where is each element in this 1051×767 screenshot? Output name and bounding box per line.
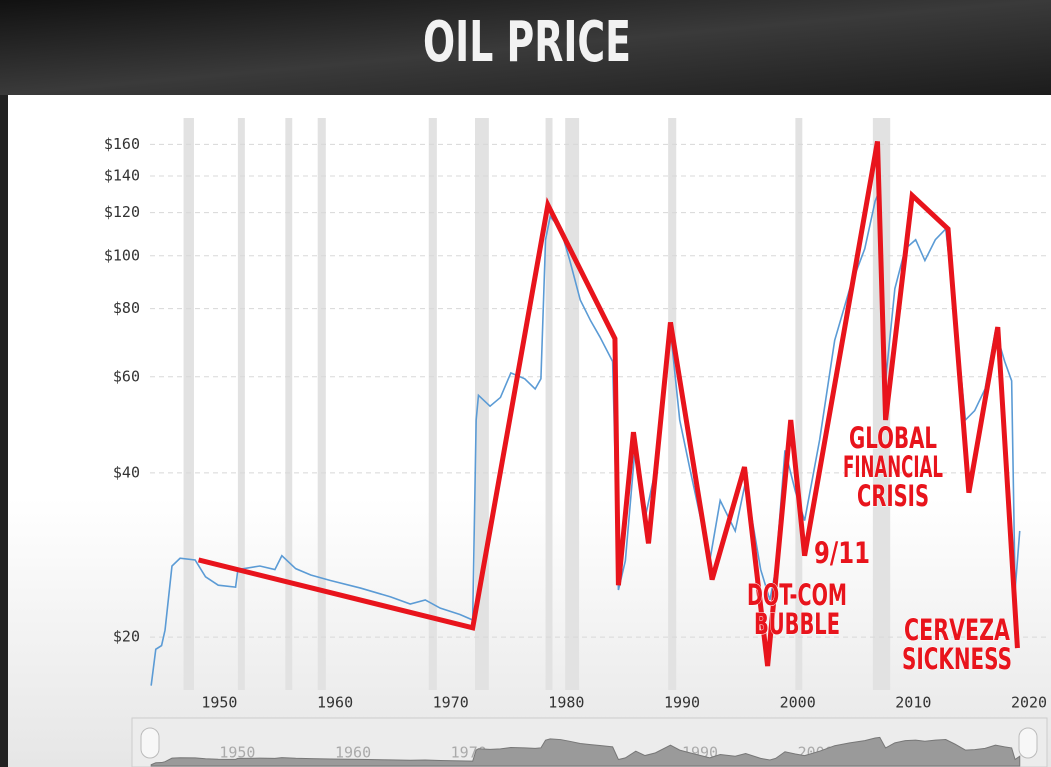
x-tick-label: 1980 [548,694,584,712]
y-tick-label: $100 [104,246,140,264]
y-tick-label: $20 [113,628,140,646]
shaded-period [795,118,803,690]
x-tick-label: 1990 [664,694,700,712]
x-tick-label: 1950 [201,694,237,712]
x-tick-label: 2010 [895,694,931,712]
navigator-label: 1960 [335,744,371,762]
annotation: GLOBAL [849,421,937,455]
shaded-period [565,118,580,690]
annotation: BUBBLE [754,607,840,641]
shaded-period [428,118,437,690]
y-tick-label: $140 [104,167,140,185]
shaded-period [872,118,891,690]
annotation: SICKNESS [902,642,1012,676]
shaded-period [317,118,326,690]
navigator-handle[interactable] [140,727,160,759]
y-tick-label: $60 [113,367,140,385]
shaded-period [237,118,245,690]
x-tick-label: 2020 [1011,694,1047,712]
navigator-handle[interactable] [1018,727,1038,759]
navigator-area [150,736,1021,767]
x-tick-label: 1970 [433,694,469,712]
annotation: 9/11 [814,536,870,570]
annotation: CERVEZA [904,613,1010,647]
navigator-label: 1950 [219,744,255,762]
header-background [0,0,1051,95]
shaded-period [668,118,677,690]
y-tick-label: $40 [113,463,140,481]
y-tick-label: $160 [104,135,140,153]
y-tick-label: $120 [104,203,140,221]
shaded-period [285,118,293,690]
annotation: CRISIS [857,479,929,513]
chart-title: OIL PRICE [423,10,631,75]
shaded-period [183,118,194,690]
annotation: FINANCIAL [843,450,943,484]
annotation-line [197,141,1020,667]
x-tick-label: 2000 [780,694,816,712]
shaded-period [545,118,553,690]
annotation: DOT-COM [747,578,847,612]
x-tick-label: 1960 [317,694,353,712]
y-tick-label: $80 [113,299,140,317]
